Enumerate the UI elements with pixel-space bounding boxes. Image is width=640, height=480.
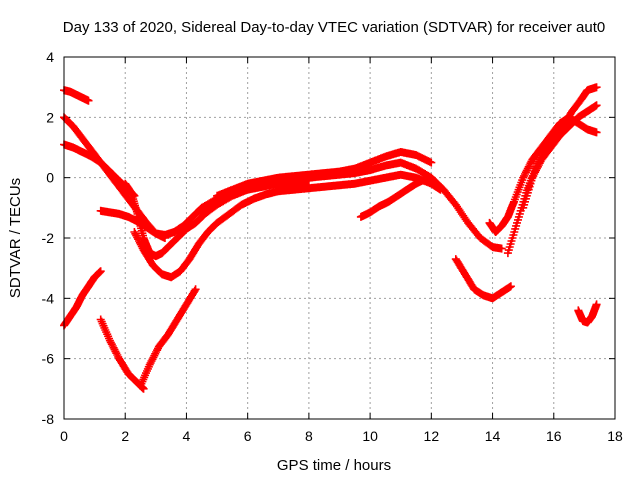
series-track-1: [60, 86, 93, 105]
series-track-13: [451, 255, 515, 303]
data-point-markers: [451, 255, 515, 303]
y-tick-label: -6: [42, 351, 55, 367]
chart-title: Day 133 of 2020, Sidereal Day-to-day VTE…: [63, 19, 605, 36]
series-track-6: [130, 170, 445, 282]
y-tick-label: 2: [46, 109, 54, 125]
y-tick-label: -8: [42, 411, 55, 427]
data-point-markers: [60, 86, 93, 105]
x-tick-label: 14: [485, 428, 501, 444]
y-axis-title: SDTVAR / TECUs: [7, 178, 24, 298]
data-point-markers: [136, 285, 200, 390]
plot-frame: [63, 56, 616, 420]
x-tick-label: 6: [244, 428, 252, 444]
data-point-markers: [356, 173, 436, 221]
series-track-9: [356, 173, 436, 221]
y-tick-label: -4: [42, 290, 55, 306]
series-track-14: [485, 113, 601, 236]
data-point-markers: [130, 170, 445, 282]
x-axis-title: GPS time / hours: [277, 457, 391, 474]
y-tick-label: 4: [46, 49, 54, 65]
x-tick-label: 16: [546, 428, 562, 444]
series-track-17: [574, 300, 601, 327]
y-tick-label: -2: [42, 230, 55, 246]
data-point-markers: [213, 148, 436, 200]
x-tick-label: 2: [121, 428, 129, 444]
data-point-markers: [519, 101, 601, 212]
x-tick-label: 4: [183, 428, 191, 444]
series-track-8: [213, 148, 436, 200]
x-tick-label: 8: [305, 428, 313, 444]
series-track-16: [519, 101, 601, 212]
y-tick-labels: -8 -6 -4 -2 0 2 4: [42, 49, 55, 427]
x-tick-label: 10: [362, 428, 378, 444]
x-tick-label: 18: [607, 428, 623, 444]
data-point-markers: [485, 113, 601, 236]
grid-lines: [64, 57, 615, 419]
data-point-markers: [574, 300, 601, 327]
series-track-12: [136, 285, 200, 390]
x-tick-label: 12: [424, 428, 440, 444]
x-tick-label: 0: [60, 428, 68, 444]
x-tick-labels: 0 2 4 6 8 10 12 14 16 18: [60, 428, 623, 444]
y-tick-label: 0: [46, 170, 54, 186]
data-series: [60, 83, 601, 393]
